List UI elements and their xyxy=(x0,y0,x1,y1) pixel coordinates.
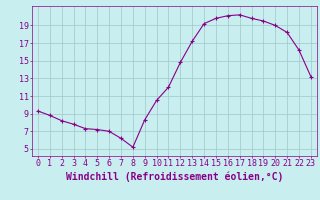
X-axis label: Windchill (Refroidissement éolien,°C): Windchill (Refroidissement éolien,°C) xyxy=(66,171,283,182)
